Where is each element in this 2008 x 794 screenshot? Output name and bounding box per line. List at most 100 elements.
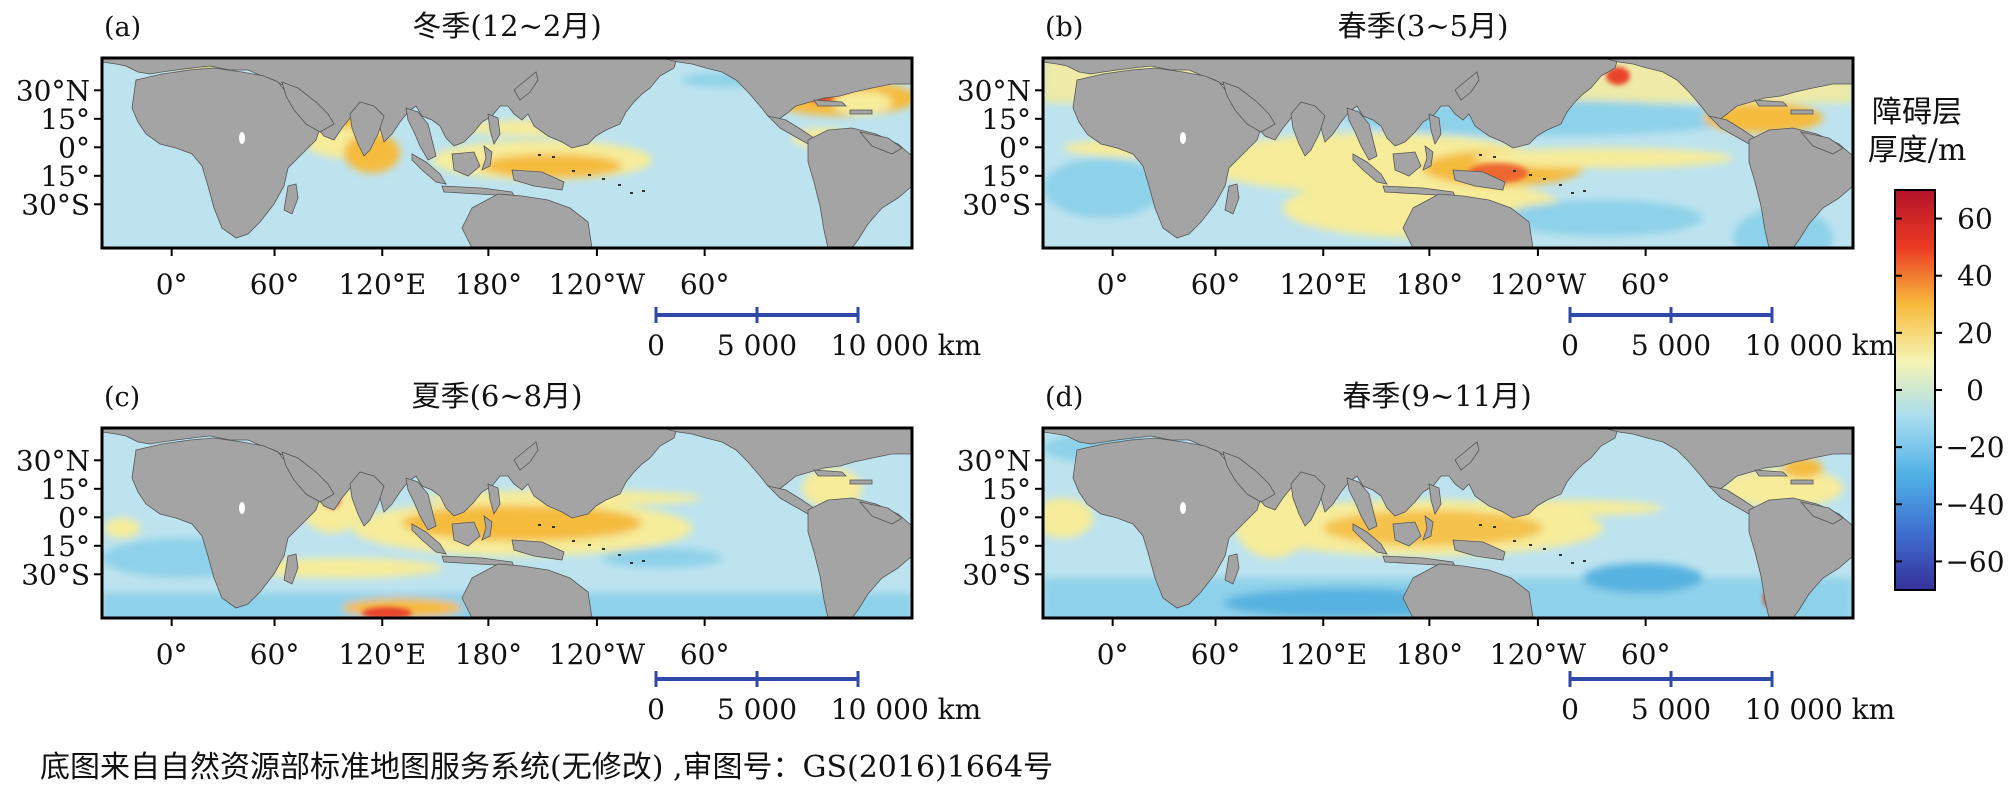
latitude-label: 30°S — [962, 188, 1031, 221]
longitude-label: 60° — [1191, 268, 1241, 301]
island-shape — [1583, 190, 1586, 192]
landmass-shape — [1454, 441, 1480, 471]
landmass-shape — [281, 81, 335, 133]
longitude-label: 0° — [1097, 268, 1129, 301]
landmass-shape — [1290, 471, 1326, 527]
island-shape — [1529, 174, 1532, 176]
island-shape — [618, 554, 621, 556]
landmass-shape — [1428, 483, 1442, 515]
latitude-label: 15° — [981, 530, 1031, 563]
panel-b-title: 春季(3~5月) — [1338, 9, 1509, 43]
scalebar-label: 10 000 km — [1745, 693, 1895, 726]
landmass-shape — [1392, 521, 1422, 547]
island-shape — [572, 540, 575, 542]
landmass-shape — [131, 67, 321, 239]
island-shape — [1493, 526, 1496, 528]
landmass-shape — [1799, 131, 1844, 155]
island-shape — [630, 562, 633, 564]
landmass-shape — [1422, 145, 1434, 171]
panel-a-lat-labels: 30°N15°0°15°30°S — [16, 74, 90, 221]
scalebar-label: 10 000 km — [1745, 329, 1895, 362]
panel-c-map — [102, 428, 912, 618]
island-shape — [588, 544, 591, 546]
panel-c-lon-labels: 0° 60° 120°E 180° 120°W 60° — [156, 638, 730, 671]
colorbar-tick-label: −40 — [1945, 488, 2004, 521]
latitude-label: 0° — [999, 501, 1031, 534]
latitude-label: 30°S — [21, 188, 90, 221]
panel-c: (c) 夏季(6~8月) — [16, 379, 981, 726]
lake-shape — [239, 132, 245, 144]
landmass-shape — [1352, 523, 1388, 555]
colorbar: 障碍层 厚度/m 60 40 20 0 −20 −40 −60 — [1868, 95, 2005, 591]
scalebar-label: 0 — [1561, 693, 1579, 726]
colorbar-tick-label: 60 — [1957, 203, 1993, 236]
lake-shape — [1180, 502, 1186, 514]
landmass-shape — [481, 145, 493, 171]
latitude-label: 30°S — [21, 558, 90, 591]
latitude-label: 30°S — [962, 558, 1031, 591]
island-shape — [602, 548, 605, 550]
landmass-shape — [1224, 183, 1240, 215]
scalebar-label: 0 — [647, 329, 665, 362]
landmass-shape — [513, 441, 539, 471]
landmass-shape — [283, 553, 299, 585]
longitude-label: 60° — [680, 638, 730, 671]
panel-a-label: (a) — [104, 12, 141, 43]
colorbar-title-line1: 障碍层 — [1872, 95, 1962, 130]
landmass-shape — [461, 193, 593, 248]
latitude-label: 15° — [40, 473, 90, 506]
landmass-shape — [1452, 169, 1506, 191]
landmass-shape — [858, 501, 903, 525]
island-shape — [552, 526, 555, 528]
scalebar-label: 5 000 — [1631, 329, 1711, 362]
longitude-label: 60° — [680, 268, 730, 301]
panel-c-lat-labels: 30°N15°0°15°30°S — [16, 444, 90, 591]
panel-c-frame — [100, 426, 914, 620]
landmass-shape — [807, 127, 912, 248]
island-shape — [618, 184, 621, 186]
island-shape — [538, 154, 541, 156]
lake-shape — [1180, 132, 1186, 144]
landmass-shape — [411, 523, 447, 555]
latitude-label: 15° — [981, 103, 1031, 136]
landmass-shape — [1402, 563, 1534, 618]
panel-a-frame — [100, 56, 914, 250]
landmass-shape — [813, 99, 847, 107]
landmass-shape — [1422, 515, 1434, 541]
colorbar-tick-label: −60 — [1945, 545, 2004, 578]
landmass-shape — [1754, 99, 1788, 107]
panel-d-label: (d) — [1045, 382, 1083, 413]
landmass-shape — [1346, 107, 1378, 161]
longitude-label: 120°W — [549, 268, 645, 301]
landmass-shape — [1222, 81, 1276, 133]
landmass-shape — [131, 437, 321, 609]
latitude-label: 30°N — [16, 444, 90, 477]
latitude-label: 15° — [981, 160, 1031, 193]
lake-shape — [239, 502, 245, 514]
landmass-shape — [1452, 539, 1506, 561]
longitude-label: 180° — [1396, 638, 1463, 671]
panel-b-axes — [1035, 89, 1647, 256]
colorbar-tick-label: 40 — [1957, 260, 1993, 293]
panel-d-scalebar: 0 5 000 10 000 km — [1561, 671, 1895, 726]
island-shape — [1583, 560, 1586, 562]
panel-a-land — [102, 58, 912, 248]
landmass-shape — [1602, 58, 1853, 121]
island-shape — [538, 524, 541, 526]
landmass-shape — [1072, 67, 1262, 239]
landmass-shape — [1790, 109, 1814, 115]
panel-a: (a) 冬季(12~2月) — [16, 9, 981, 362]
panel-c-land — [102, 428, 912, 618]
longitude-label: 60° — [250, 268, 300, 301]
landmass-shape — [1748, 127, 1853, 248]
island-shape — [1559, 184, 1562, 186]
longitude-label: 180° — [455, 638, 522, 671]
scalebar-label: 0 — [1561, 329, 1579, 362]
longitude-label: 60° — [1191, 638, 1241, 671]
longitude-label: 120°W — [549, 638, 645, 671]
landmass-shape — [1290, 101, 1326, 157]
scalebar-label: 5 000 — [717, 329, 797, 362]
landmass-shape — [1392, 151, 1422, 177]
